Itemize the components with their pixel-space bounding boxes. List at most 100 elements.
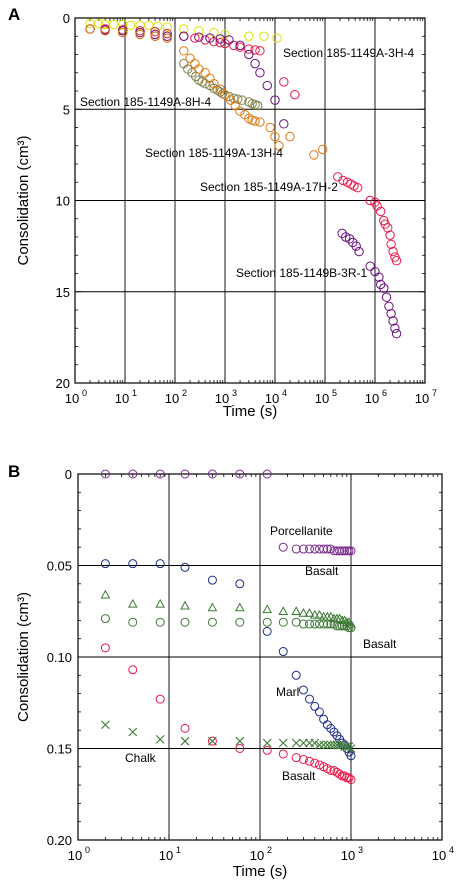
data-point [262, 80, 272, 91]
data-point-x [101, 720, 110, 730]
data-point [322, 619, 332, 629]
data-point [190, 58, 200, 69]
series-label: Section 185-1149A-3H-4 [283, 46, 415, 60]
series-2 [100, 614, 356, 633]
x-tick-label-exponent: 3 [232, 388, 237, 398]
panel-label: A [8, 5, 20, 24]
data-point [335, 769, 345, 779]
y-tick-label: 0 [65, 467, 72, 482]
data-point [150, 26, 160, 37]
data-point [388, 316, 398, 326]
data-point [209, 27, 219, 38]
data-point [279, 77, 289, 87]
data-point [272, 33, 282, 43]
data-point [255, 68, 265, 78]
data-point [229, 40, 239, 51]
data-point-triangle [278, 606, 289, 615]
x-tick-label-exponent: 4 [449, 845, 454, 855]
data-point [180, 562, 190, 572]
data-point [85, 24, 95, 34]
data-point [318, 144, 328, 155]
data-point [391, 256, 402, 266]
y-tick-label: 20 [56, 376, 70, 391]
y-axis-label: Consolidation (cm³) [15, 135, 32, 265]
data-point [291, 617, 301, 627]
data-point [150, 31, 160, 41]
data-point-triangle [339, 615, 350, 625]
plot-frame [77, 473, 443, 841]
data-point [250, 45, 260, 55]
data-point-triangle [304, 608, 315, 617]
data-point [244, 49, 254, 60]
data-point [100, 643, 110, 653]
data-point [207, 736, 217, 746]
data-point [326, 619, 336, 629]
data-point [298, 544, 308, 554]
x-tick-label-exponent: 3 [358, 845, 363, 855]
data-point [337, 621, 347, 631]
y-tick-label: 0.05 [47, 559, 72, 574]
data-point [342, 621, 352, 631]
data-point [100, 469, 110, 479]
data-point [194, 32, 204, 42]
data-point-x [262, 738, 272, 748]
data-point-x [340, 742, 349, 752]
data-point [335, 621, 345, 631]
x-tick-label: 10 [415, 391, 429, 406]
series-label: Basalt [363, 637, 397, 651]
data-point-x [208, 736, 217, 746]
data-point [291, 670, 301, 680]
data-point-x [155, 734, 165, 744]
x-tick-label-exponent: 1 [176, 845, 181, 855]
data-point [235, 579, 245, 589]
data-point [291, 753, 301, 763]
x-tick-label: 10 [215, 391, 229, 406]
data-point-triangle [309, 609, 320, 619]
data-point [200, 79, 210, 89]
data-point [298, 619, 308, 629]
x-tick-label: 10 [315, 391, 329, 406]
x-tick-label: 10 [159, 848, 173, 863]
data-point [291, 544, 301, 554]
data-point [128, 617, 138, 627]
data-point [230, 100, 240, 111]
data-point [125, 20, 136, 30]
x-tick-label-exponent: 5 [332, 388, 337, 398]
data-point [237, 95, 247, 105]
data-point [155, 469, 165, 479]
data-point [155, 559, 165, 569]
data-point [379, 283, 389, 293]
x-axis-label: Time (s) [223, 403, 277, 420]
data-point [162, 28, 172, 39]
data-point [310, 701, 320, 711]
data-point [384, 301, 394, 312]
series-label: Chalk [125, 751, 157, 765]
data-point [235, 106, 245, 116]
data-point [209, 79, 219, 89]
data-point [207, 469, 217, 479]
x-tick-label-exponent: 2 [182, 388, 187, 398]
data-point [270, 131, 280, 142]
data-point [390, 323, 400, 333]
data-point-triangle [298, 608, 309, 617]
data-point [197, 77, 207, 87]
data-point [337, 546, 347, 556]
data-point [250, 58, 260, 69]
data-point [381, 292, 392, 302]
data-point [278, 617, 288, 627]
data-point [305, 544, 315, 554]
series-5 [101, 720, 356, 753]
data-point [338, 175, 348, 186]
data-point-triangle [291, 606, 302, 615]
data-point [348, 237, 358, 248]
series-2 [85, 24, 289, 129]
data-point-triangle [207, 602, 218, 612]
data-point [354, 246, 364, 257]
data-point [337, 228, 347, 239]
x-tick-label-exponent: 7 [432, 388, 437, 398]
y-axis-label: Consolidation (cm³) [15, 592, 32, 722]
y-tick-label: 0.20 [47, 833, 72, 848]
x-tick-label: 10 [65, 391, 79, 406]
